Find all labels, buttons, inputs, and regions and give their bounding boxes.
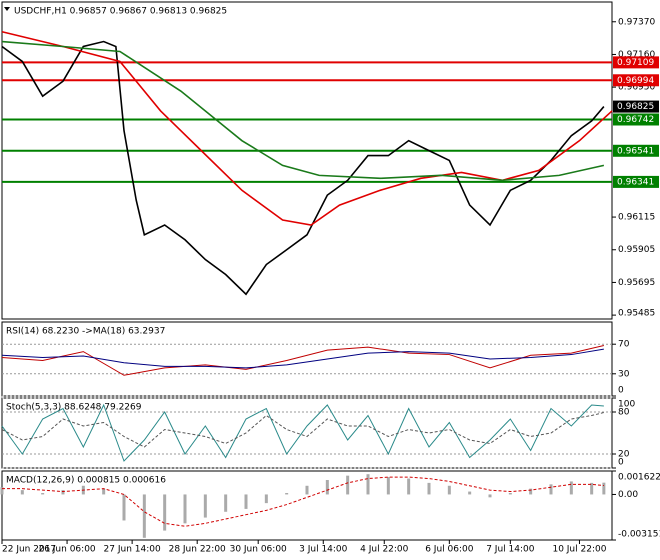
panel-title: Stoch(5,3,3) 88.6248 79.2269 bbox=[6, 403, 142, 413]
x-tick-label: 30 Jun 06:00 bbox=[230, 545, 287, 555]
y-tick-label: 0 bbox=[618, 386, 624, 396]
x-tick-label: 28 Jun 22:00 bbox=[169, 545, 226, 555]
price-label-box bbox=[613, 74, 659, 87]
series-line bbox=[1, 345, 604, 376]
price-label-box bbox=[613, 113, 659, 126]
price-label: 0.96742 bbox=[617, 115, 654, 125]
y-tick-label: 0 bbox=[618, 458, 624, 468]
x-tick-label: 27 Jun 14:00 bbox=[104, 545, 161, 555]
y-tick-label: 0.00 bbox=[618, 490, 638, 500]
price-label: 0.96994 bbox=[617, 76, 654, 86]
series-line bbox=[1, 412, 604, 448]
panel-title: MACD(12,26,9) 0.000815 0.000616 bbox=[6, 476, 166, 486]
y-tick-label: 80 bbox=[618, 408, 630, 418]
y-tick-label: 0.97370 bbox=[618, 17, 655, 27]
series-line bbox=[1, 403, 604, 462]
price-label-box bbox=[613, 100, 659, 113]
y-tick-label: -0.003151 bbox=[618, 530, 660, 540]
y-tick-label: 0.001622 bbox=[618, 473, 660, 483]
price-label: 0.96541 bbox=[617, 146, 654, 156]
series-line bbox=[1, 30, 613, 226]
series-line bbox=[1, 348, 604, 369]
y-tick-label: 0.97160 bbox=[618, 50, 655, 60]
price-label: 0.96341 bbox=[617, 177, 654, 187]
series-line bbox=[1, 40, 605, 182]
x-tick-label: 7 Jul 14:00 bbox=[486, 545, 535, 555]
y-tick-label: 0.95695 bbox=[618, 278, 655, 288]
current-price: 0.96825 bbox=[617, 102, 654, 112]
panel-frame bbox=[1, 1, 613, 320]
price-label-box bbox=[613, 56, 659, 69]
y-tick-label: 70 bbox=[618, 340, 630, 350]
x-tick-label: 22 Jun 2017 bbox=[2, 545, 56, 555]
menu-triangle bbox=[4, 7, 10, 11]
y-tick-label: 20 bbox=[618, 450, 630, 460]
y-tick-label: 100 bbox=[618, 400, 635, 410]
panel-title: USDCHF,H1 0.96857 0.96867 0.96813 0.9682… bbox=[14, 7, 227, 17]
y-tick-label: 0.95485 bbox=[618, 309, 655, 319]
y-tick-label: 0.95905 bbox=[618, 245, 655, 255]
x-tick-label: 26 Jun 06:00 bbox=[38, 545, 95, 555]
panel-frame bbox=[1, 470, 613, 541]
price-label: 0.97109 bbox=[617, 58, 654, 68]
series-line bbox=[2, 476, 604, 527]
panel-title: RSI(14) 68.2230 ->MA(18) 63.2937 bbox=[6, 327, 165, 337]
x-tick-label: 6 Jul 06:00 bbox=[425, 545, 474, 555]
series-line bbox=[1, 40, 605, 296]
x-tick-label: 3 Jul 14:00 bbox=[299, 545, 348, 555]
y-tick-label: 0.96115 bbox=[618, 213, 655, 223]
x-tick-label: 4 Jul 22:00 bbox=[360, 545, 409, 555]
x-tick-label: 10 Jul 22:00 bbox=[552, 545, 606, 555]
price-label-box bbox=[613, 175, 659, 188]
price-label-box bbox=[613, 144, 659, 157]
y-tick-label: 0.96950 bbox=[618, 83, 655, 93]
y-tick-label: 30 bbox=[618, 369, 630, 379]
